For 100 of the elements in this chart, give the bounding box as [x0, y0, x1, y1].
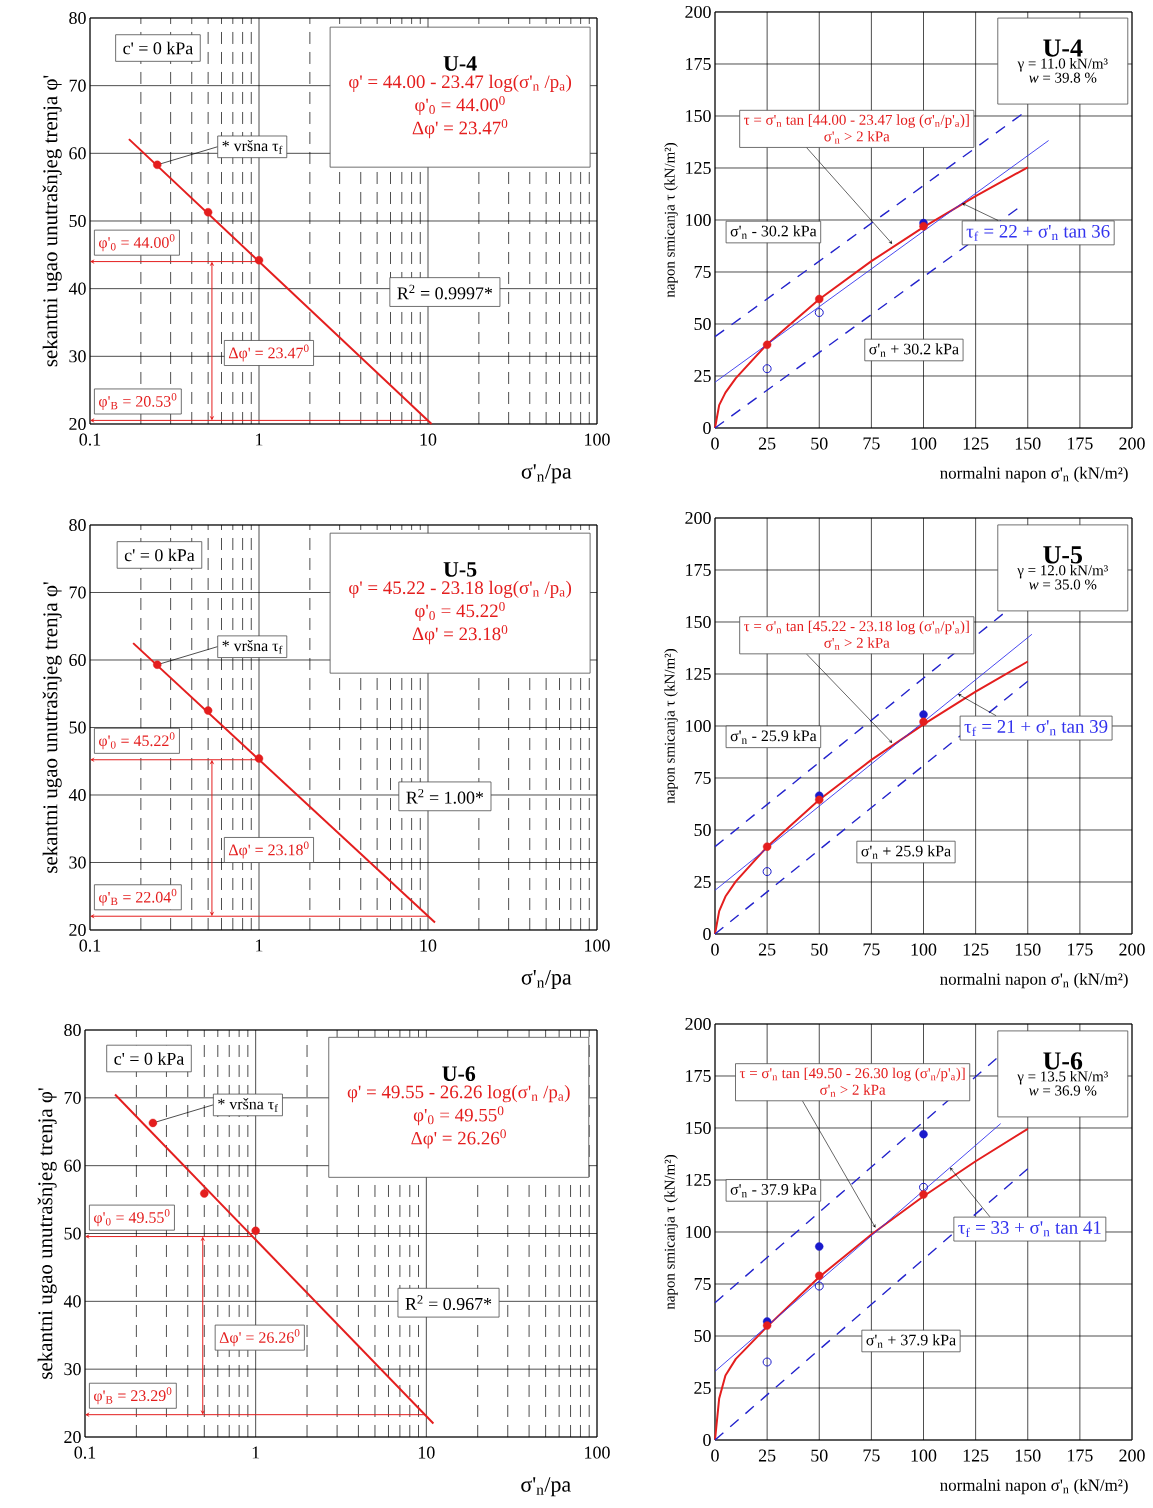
y-tick-label: 20: [69, 417, 86, 431]
y-axis-title: napon smicanja τ (kN/m²): [664, 142, 678, 298]
annotation: Δφ' = 23.47$^{0}$: [228, 344, 309, 362]
x-tick-label: 10: [420, 939, 437, 952]
y-tick-label: 75: [694, 772, 711, 784]
x-tick-label: 0: [711, 1449, 719, 1462]
y-tick-label: 20: [64, 1430, 81, 1444]
y-tick-label: 100: [686, 719, 711, 733]
y-tick-label: 60: [69, 653, 86, 667]
y-tick-label: 125: [686, 1173, 711, 1187]
series-label: σ'$_{n}$ + 25.9 kPa: [861, 845, 951, 859]
y-tick-label: 30: [64, 1363, 81, 1376]
x-tick-label: 75: [863, 943, 880, 956]
x-tick-label: 200: [1119, 943, 1145, 956]
y-tick-label: 25: [694, 1381, 711, 1395]
y-tick-label: 60: [69, 147, 86, 160]
y-tick-label: 50: [694, 1329, 711, 1343]
text: U-6: [1043, 1052, 1083, 1070]
y-tick-label: 200: [685, 1017, 711, 1031]
x-tick-label: 100: [585, 433, 610, 446]
text: τ$_{f}$ = 33 + σ'$_{n}$ tan 41: [958, 1221, 1101, 1238]
series-label: τ$_{f}$ = 21 + σ'$_{n}$ tan 39: [964, 720, 1108, 737]
y-tick-label: 50: [69, 721, 86, 734]
x-tick-label: 1: [252, 1446, 260, 1459]
x-tick-label: 125: [963, 437, 989, 450]
x-tick-label: 100: [911, 437, 937, 450]
y-tick-label: 60: [64, 1159, 81, 1172]
annotation: γ = 11.0 kN/m³: [1017, 58, 1108, 72]
annotation: w = 39.8 %: [1029, 72, 1097, 83]
x-axis-title: normalni napon σ'$_{n}$ (kN/m²): [940, 466, 1128, 483]
series-label: σ'$_{n}$ + 30.2 kPa: [869, 343, 959, 357]
y-tick-label: 40: [63, 1295, 81, 1308]
annotation: R$^{2}$ = 0.967*: [405, 1295, 492, 1311]
y-tick-label: 80: [69, 518, 86, 532]
ref-line-label: φ'$_{B}$ = 20.53$^{0}$: [99, 392, 177, 410]
x-tick-label: 1: [256, 433, 263, 446]
annotation: τ = σ'$_{n}$ tan [44.00 - 23.47 log (σ'$_{n}$/p'$_{a}$)]: [744, 114, 969, 128]
x-tick-label: 100: [911, 943, 937, 956]
y-tick-label: 50: [694, 317, 711, 331]
y-tick-label: 100: [686, 1225, 711, 1239]
y-tick-label: 70: [64, 1091, 81, 1104]
y-tick-label: 25: [694, 875, 711, 889]
x-axis-title: σ'$_{n}$/pa: [521, 1477, 571, 1497]
x-tick-label: 150: [1015, 437, 1041, 450]
y-tick-label: 200: [685, 5, 711, 19]
y-tick-label: 150: [686, 109, 711, 123]
y-tick-label: 175: [686, 1069, 711, 1082]
series-label: σ'$_{n}$ - 25.9 kPa: [730, 729, 817, 744]
y-tick-label: 70: [69, 586, 86, 599]
y-tick-label: 0: [703, 1433, 711, 1447]
series-label: τ$_{f}$ = 22 + σ'$_{n}$ tan 36: [966, 224, 1110, 241]
y-tick-label: 50: [694, 823, 711, 837]
y-tick-label: 0: [703, 421, 711, 435]
annotation: * vršna τ$_{f}$: [222, 639, 283, 654]
text: U-5: [1043, 546, 1082, 564]
x-tick-label: 50: [811, 1449, 828, 1462]
x-tick-label: 0.1: [79, 433, 101, 446]
annotation: * vršna τ$_{f}$: [222, 139, 283, 154]
annotation: σ'$_{n}$ > 2 kPa: [820, 1084, 886, 1097]
annotation: φ' = 49.55 - 26.26 log(σ'$_{n}$ /p$_{a}$): [347, 1085, 570, 1103]
x-tick-label: 0: [711, 943, 719, 956]
annotation: Δφ' = 23.47$^{0}$: [412, 119, 508, 139]
x-tick-label: 25: [758, 437, 776, 450]
y-tick-label: 20: [69, 923, 86, 937]
x-tick-label: 25: [758, 943, 776, 956]
x-tick-label: 125: [963, 943, 989, 956]
y-tick-label: 70: [69, 79, 86, 92]
x-tick-label: 10: [420, 433, 437, 446]
chart-title: U-6: [442, 1066, 476, 1082]
x-axis-title: σ'$_{n}$/pa: [521, 464, 572, 484]
y-axis-title: napon smicanja τ (kN/m²): [664, 648, 678, 804]
ref-line-label: φ'$_{0}$ = 45.22$^{0}$: [99, 732, 175, 750]
y-tick-label: 75: [694, 1278, 711, 1290]
annotation: Δφ' = 26.26$^{0}$: [411, 1129, 506, 1149]
series-label: σ'$_{n}$ + 37.9 kPa: [866, 1334, 956, 1348]
text: U-4: [1043, 39, 1083, 57]
annotation: σ'$_{n}$ > 2 kPa: [824, 637, 890, 650]
x-tick-label: 0.1: [79, 939, 101, 952]
y-tick-label: 100: [686, 213, 711, 227]
annotation: γ = 13.5 kN/m³: [1017, 1070, 1108, 1085]
x-tick-label: 200: [1119, 1449, 1145, 1462]
y-tick-label: 75: [694, 266, 711, 278]
annotation: σ'$_{n}$ > 2 kPa: [824, 130, 890, 144]
y-tick-label: 80: [69, 11, 86, 25]
x-tick-label: 150: [1015, 943, 1041, 956]
annotation: Δφ' = 23.18$^{0}$: [228, 841, 309, 859]
annotation: φ' = 44.00 - 23.47 log(σ'$_{n}$ /p$_{a}$): [349, 74, 572, 92]
x-tick-label: 100: [585, 1446, 610, 1459]
x-tick-label: 75: [863, 437, 880, 450]
x-tick-label: 50: [811, 943, 828, 956]
ref-line-label: φ'$_{0}$ = 44.00$^{0}$: [99, 234, 175, 252]
x-tick-label: 0: [711, 437, 719, 450]
y-tick-label: 40: [68, 282, 86, 295]
y-tick-label: 80: [64, 1023, 81, 1037]
x-tick-label: 175: [1068, 1449, 1093, 1462]
annotation: R$^{2}$ = 0.9997*: [397, 284, 493, 300]
y-tick-label: 175: [686, 563, 711, 576]
y-axis-title: napon smicanja τ (kN/m²): [664, 1154, 678, 1310]
x-tick-label: 1: [256, 939, 263, 952]
y-tick-label: 50: [64, 1227, 81, 1240]
